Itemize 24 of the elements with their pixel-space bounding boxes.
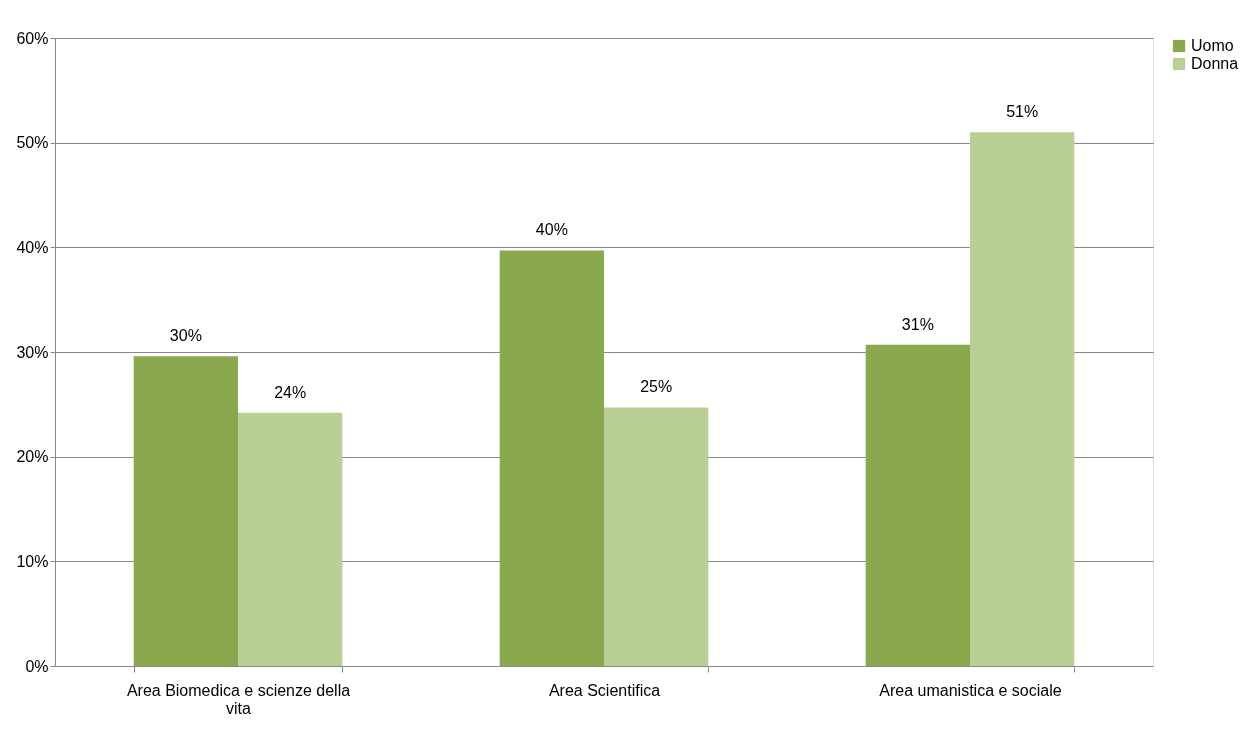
bar xyxy=(970,132,1075,666)
y-tick-label: 60% xyxy=(16,29,49,47)
y-tick-label: 10% xyxy=(16,552,49,570)
x-tick-label: Area Scientifica xyxy=(548,681,661,699)
y-tick-label: 30% xyxy=(16,343,49,361)
data-label: 51% xyxy=(1006,103,1039,121)
y-tick-label: 0% xyxy=(25,657,49,675)
data-label: 40% xyxy=(535,221,568,239)
bar xyxy=(238,412,343,666)
y-tick-label: 40% xyxy=(16,238,49,256)
data-label: 25% xyxy=(640,378,673,396)
bar xyxy=(499,250,604,666)
bar xyxy=(604,407,709,666)
x-tick-label: Area umanistica e sociale xyxy=(879,681,1062,699)
legend-label: Uomo xyxy=(1191,37,1234,54)
y-tick-label: 20% xyxy=(16,448,49,466)
bar xyxy=(865,344,970,666)
y-tick-label: 50% xyxy=(16,134,49,152)
x-tick-label: Area Biomedica e scienze della vita xyxy=(126,681,351,717)
bar xyxy=(133,356,238,666)
legend-label: Donna xyxy=(1191,55,1239,72)
data-label: 31% xyxy=(901,315,934,333)
data-label: 30% xyxy=(169,327,202,345)
data-label: 24% xyxy=(274,383,307,401)
